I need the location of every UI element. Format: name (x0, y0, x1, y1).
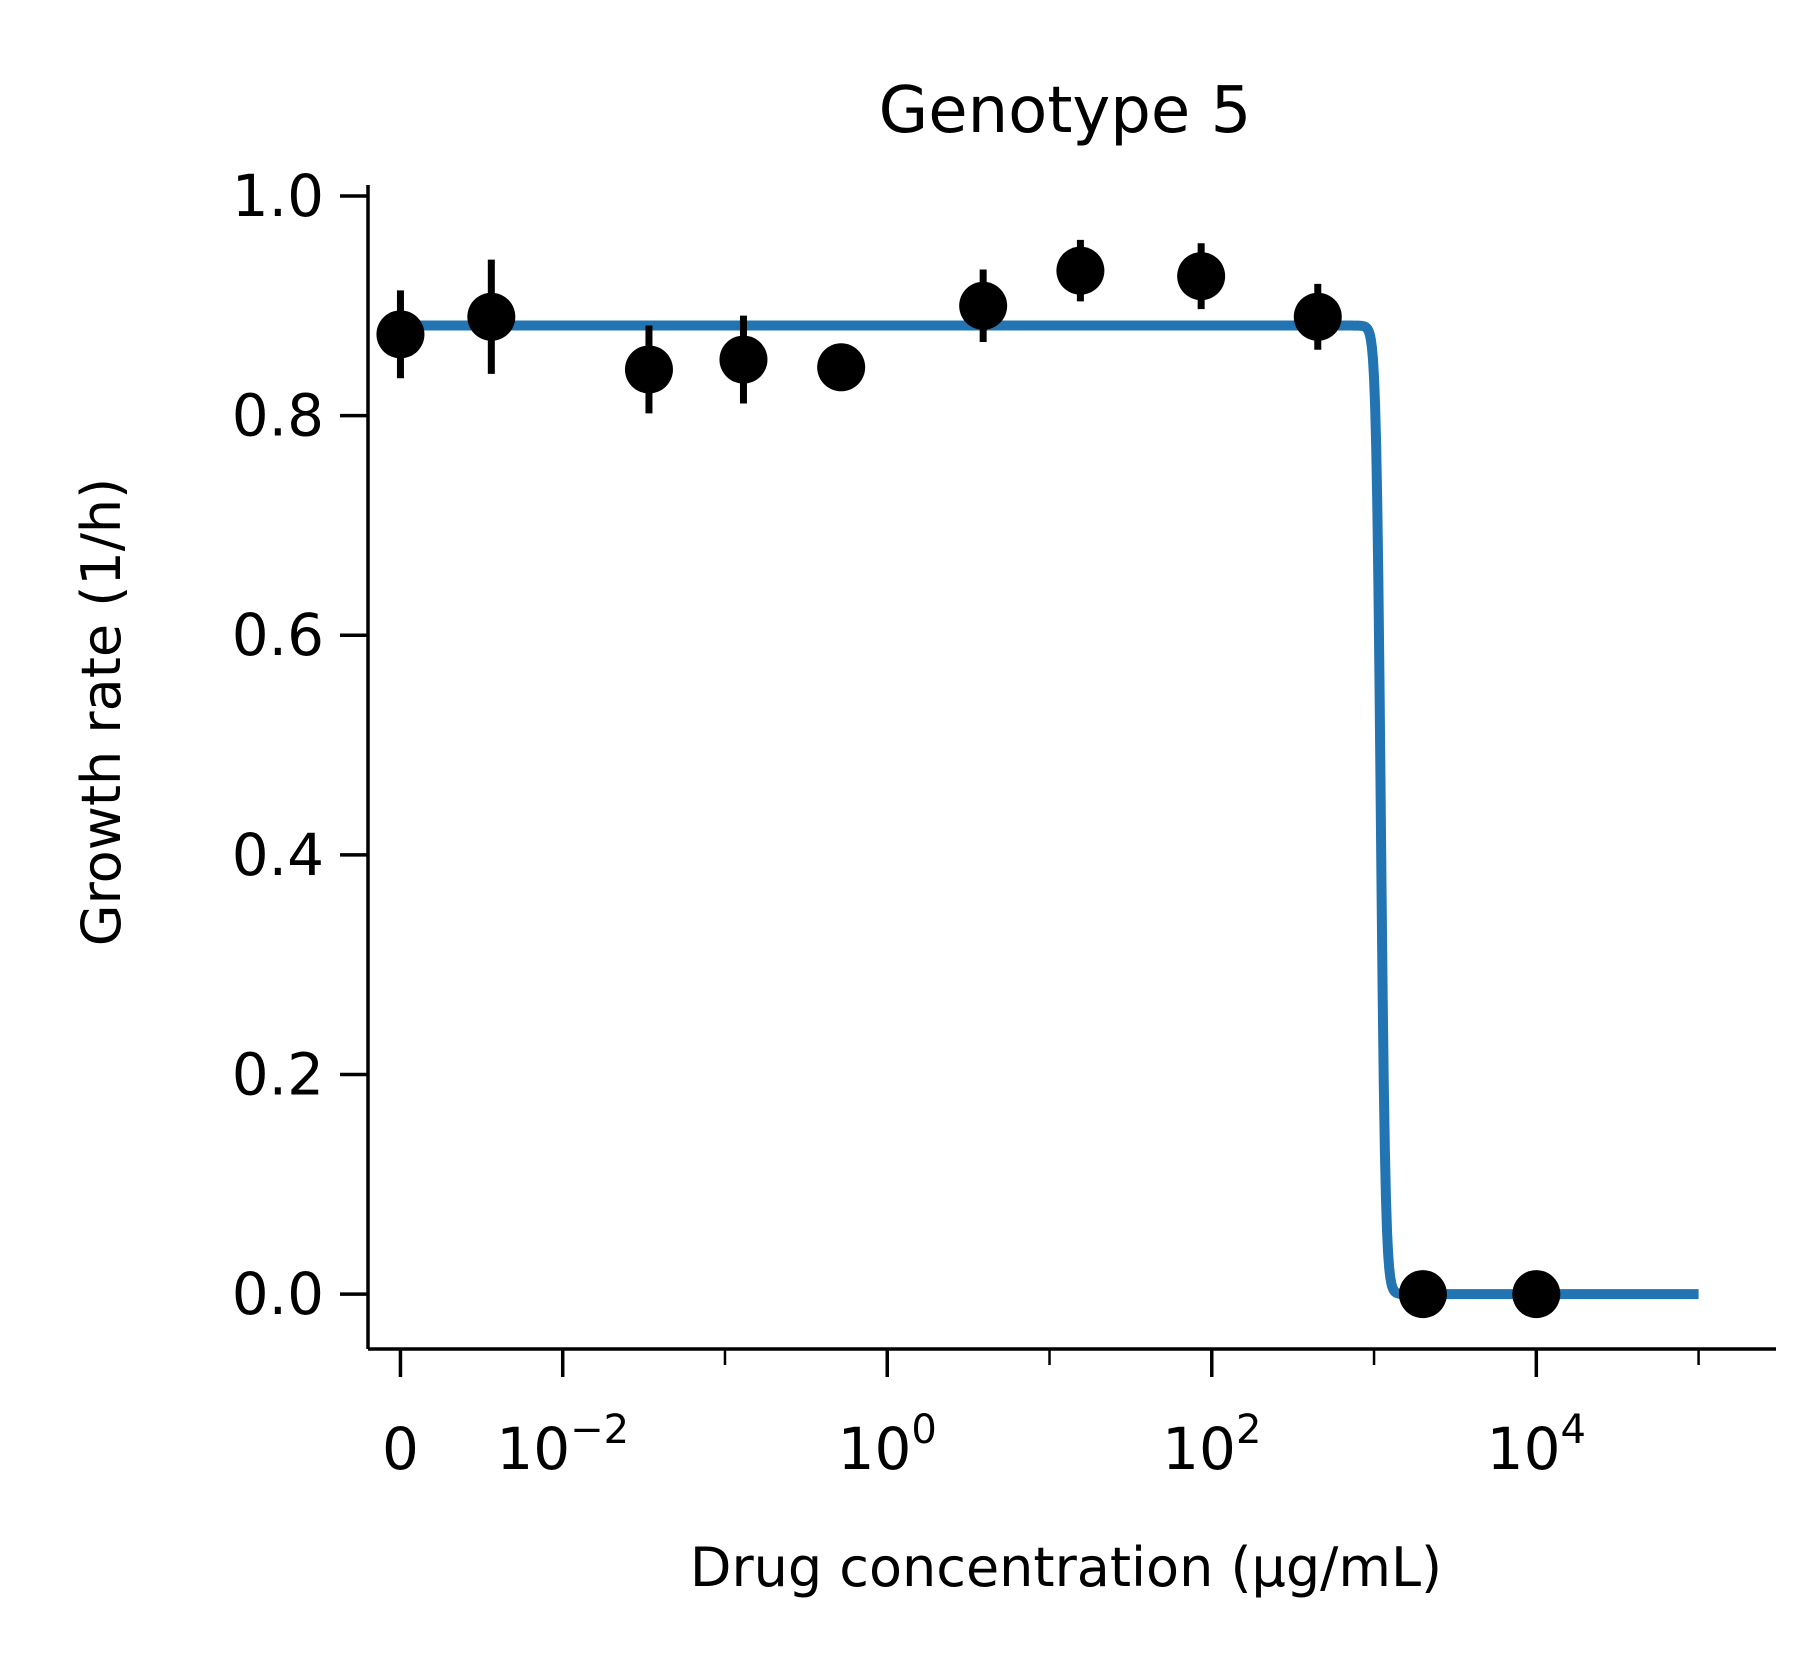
fit-curve (396, 320, 1703, 1300)
y-tick-label: 0.6 (232, 601, 324, 669)
x-tick-label: 102 (1162, 1407, 1261, 1483)
data-point (1512, 1270, 1561, 1319)
x-axis: 0 10−2 100 102 104 (368, 1347, 1776, 1483)
y-axis: 0.0 0.2 0.4 0.6 0.8 1.0 (232, 162, 370, 1349)
data-point (1177, 252, 1226, 301)
data-point (1293, 292, 1342, 341)
data-point (1056, 246, 1105, 295)
x-tick-label: 104 (1487, 1407, 1586, 1483)
y-axis-label: Growth rate (1/h) (70, 478, 133, 946)
data-point (467, 292, 516, 341)
y-tick-label: 0.8 (232, 382, 324, 450)
y-tick-label: 0.2 (232, 1040, 324, 1108)
data-point (624, 345, 673, 394)
y-tick-label: 1.0 (232, 162, 324, 230)
data-point (1398, 1270, 1447, 1319)
chart-title: Genotype 5 (879, 74, 1252, 148)
x-axis-label: Drug concentration (µg/mL) (690, 1536, 1442, 1599)
y-tick-label: 0.0 (232, 1260, 324, 1328)
data-point (376, 310, 425, 359)
data-point (959, 281, 1008, 330)
x-tick-label: 10−2 (496, 1407, 629, 1483)
data-point (817, 343, 866, 392)
x-tick-label: 0 (382, 1415, 419, 1483)
x-tick-label: 100 (838, 1407, 937, 1483)
y-tick-label: 0.4 (232, 821, 324, 889)
data-points (376, 239, 1561, 1319)
data-point (719, 335, 768, 384)
fit-curve-group (396, 320, 1703, 1300)
